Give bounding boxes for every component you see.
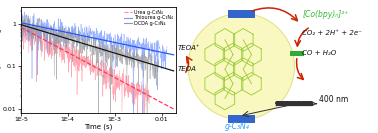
Text: TEOA⁺: TEOA⁺ xyxy=(178,45,201,51)
Text: TEOA: TEOA xyxy=(178,66,197,72)
Text: g-C₃N₄: g-C₃N₄ xyxy=(225,122,249,131)
FancyBboxPatch shape xyxy=(290,51,304,56)
FancyBboxPatch shape xyxy=(228,115,254,123)
Text: [Co(bpy)ₙ]²⁺: [Co(bpy)ₙ]²⁺ xyxy=(302,10,349,19)
Ellipse shape xyxy=(188,13,294,120)
Text: CO + H₂O: CO + H₂O xyxy=(302,50,337,56)
Y-axis label: % absorption change: % absorption change xyxy=(0,24,2,95)
Legend: Urea g-C₃N₄, Thiourea g-C₃N₄, DCDA g-C₃N₄: Urea g-C₃N₄, Thiourea g-C₃N₄, DCDA g-C₃N… xyxy=(123,9,174,26)
FancyBboxPatch shape xyxy=(228,10,254,18)
X-axis label: Time (s): Time (s) xyxy=(84,124,113,130)
Text: 400 nm: 400 nm xyxy=(319,95,348,104)
Text: CO₂ + 2H⁺ + 2e⁻: CO₂ + 2H⁺ + 2e⁻ xyxy=(302,30,363,36)
